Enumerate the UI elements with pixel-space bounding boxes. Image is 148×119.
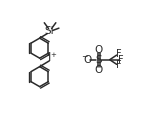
Text: F: F (118, 55, 124, 65)
Text: I: I (48, 51, 51, 64)
Text: F: F (116, 60, 122, 70)
Text: F: F (116, 49, 122, 59)
Text: O: O (83, 55, 91, 65)
Text: Si: Si (45, 26, 54, 36)
Text: +: + (51, 52, 56, 58)
Text: S: S (96, 55, 102, 65)
Text: O: O (95, 45, 103, 55)
Text: O: O (95, 65, 103, 75)
Text: −: − (81, 52, 87, 61)
